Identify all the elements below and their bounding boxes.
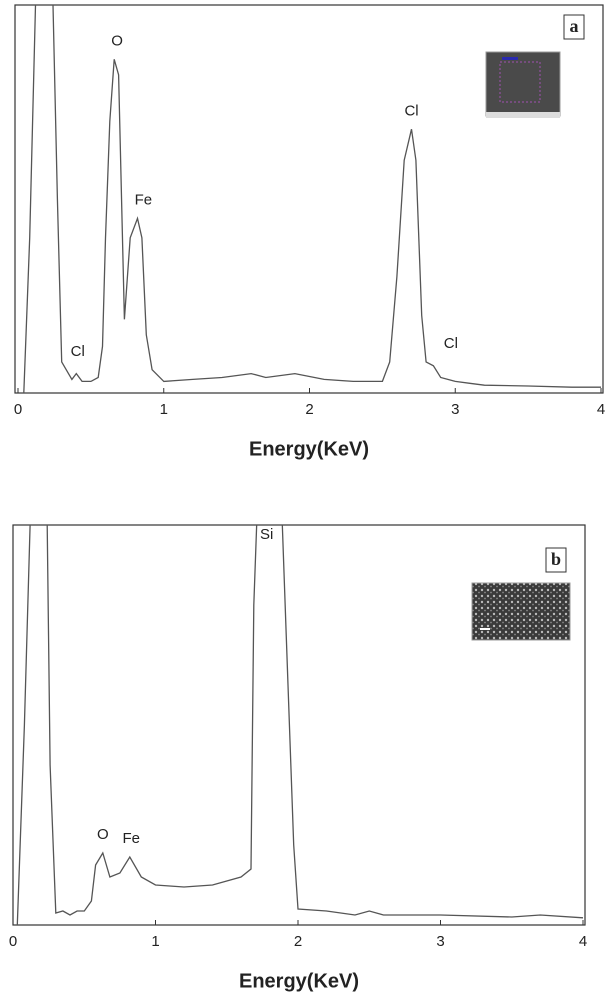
spectrum-line [23, 5, 601, 393]
panel-label-box [545, 547, 567, 573]
peak-label: O [111, 33, 123, 50]
plot-frame [12, 524, 586, 926]
peak-label: Fe [135, 192, 153, 209]
inset-image-a [485, 51, 561, 118]
x-tick-label: 2 [294, 933, 302, 950]
panel-label: b [551, 549, 561, 569]
x-tick-label: 0 [9, 933, 17, 950]
x-tick-label: 2 [305, 401, 313, 418]
panel-label-box [563, 14, 585, 40]
x-tick-label: 4 [597, 401, 605, 418]
x-tick-label: 3 [436, 933, 444, 950]
x-tick-label: 1 [160, 401, 168, 418]
x-tick-label: 0 [14, 401, 22, 418]
panel-label: a [570, 16, 579, 36]
x-axis-label: Energy(KeV) [249, 438, 369, 460]
inset-image-b [471, 582, 571, 641]
x-axis-label: Energy(KeV) [239, 970, 359, 992]
spectrum-line [16, 525, 584, 925]
x-tick-label: 3 [451, 401, 459, 418]
peak-label: Cl [444, 335, 458, 352]
x-tick-label: 4 [579, 933, 587, 950]
peak-label: Cl [71, 343, 85, 360]
peak-label: Fe [123, 830, 141, 847]
peak-label: Si [260, 526, 273, 543]
x-tick-label: 1 [151, 933, 159, 950]
peak-label: Cl [404, 102, 418, 119]
peak-label: O [97, 826, 109, 843]
